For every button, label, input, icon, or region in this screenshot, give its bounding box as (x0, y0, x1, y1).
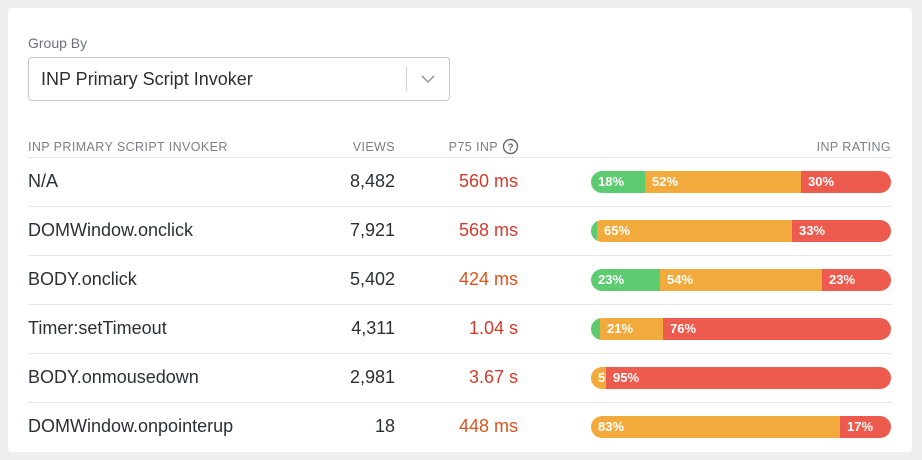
row-separator (28, 206, 892, 207)
rating-segment (792, 220, 891, 242)
row-name: N/A (28, 171, 59, 191)
rating-segment (597, 220, 792, 242)
rating-label: 65% (604, 223, 631, 238)
rating-segment (591, 220, 597, 242)
rating-segment (591, 171, 645, 193)
row-views: 5,402 (349, 269, 395, 289)
rating-segment (660, 269, 822, 291)
rating-segment (600, 318, 663, 340)
chevron (421, 75, 435, 84)
rating-label: 83% (598, 419, 625, 434)
rating-label: 23% (598, 272, 625, 287)
rating-segment (822, 269, 891, 291)
rating-segment (591, 318, 600, 340)
rating-bar: 83% 17% (591, 416, 891, 438)
row-views: 2,981 (349, 367, 395, 387)
rating-label: 17% (847, 419, 874, 434)
row-name: Timer:setTimeout (28, 318, 167, 338)
row-p75: 3.67 s (468, 367, 518, 387)
select-value: INP Primary Script Invoker (41, 69, 253, 89)
header: VIEWS (352, 140, 395, 154)
divider (406, 67, 407, 91)
row-name: DOMWindow.onpointerup (28, 416, 234, 436)
group-by-label: Group By (28, 35, 88, 51)
rating-label: 33% (799, 223, 826, 238)
row-p75: 1.04 s (468, 318, 518, 338)
rating-bar: 23% 54% 23% (591, 269, 891, 291)
row-views: 8,482 (349, 171, 395, 191)
row-p75: 568 ms (458, 220, 518, 240)
rating-bar: 65% 33% (591, 220, 891, 242)
rating-segment (606, 367, 891, 389)
rating-segment (663, 318, 891, 340)
row-views: 7,921 (349, 220, 395, 240)
rating-label: 18% (598, 174, 625, 189)
row-name: DOMWindow.onclick (28, 220, 194, 240)
rating-segment (645, 171, 801, 193)
rating-bar: 18% 52% 30% (591, 171, 891, 193)
row-separator (28, 304, 892, 305)
header: INP PRIMARY SCRIPT INVOKER (28, 140, 228, 154)
rating-segment (591, 367, 606, 389)
row-p75: 448 ms (458, 416, 518, 436)
row-separator (28, 402, 892, 403)
rating-segment (801, 171, 891, 193)
row-p75: 424 ms (458, 269, 518, 289)
rating-label: 54% (667, 272, 694, 287)
help-icon[interactable]: ? (502, 138, 519, 155)
header: P75 INP (448, 140, 498, 154)
rating-segment (591, 416, 840, 438)
rating-label: 95% (613, 370, 640, 385)
rating-bar: 21% 76% (591, 318, 891, 340)
group-by-select[interactable]: INP Primary Script Invoker (28, 57, 450, 101)
rating-segment (840, 416, 891, 438)
rating-label: 23% (829, 272, 856, 287)
row-views: 18 (374, 416, 395, 436)
row-p75: 560 ms (458, 171, 518, 191)
row-views: 4,311 (351, 318, 395, 338)
rating-label: 21% (607, 321, 634, 336)
rating-label: 76% (670, 321, 697, 336)
card: Group By INP Primary Script Invoker INP … (8, 8, 912, 452)
row-name: BODY.onmousedown (28, 367, 199, 387)
row-separator (28, 353, 892, 354)
rating-segment (591, 269, 660, 291)
rating-label: 30% (808, 174, 835, 189)
row-name: BODY.onclick (28, 269, 137, 289)
rating-bar: 5%95% (591, 367, 891, 389)
svg-text:?: ? (507, 143, 513, 154)
row-separator (28, 157, 892, 158)
header: INP RATING (816, 140, 891, 154)
row-separator (28, 255, 892, 256)
rating-label: 52% (652, 174, 679, 189)
